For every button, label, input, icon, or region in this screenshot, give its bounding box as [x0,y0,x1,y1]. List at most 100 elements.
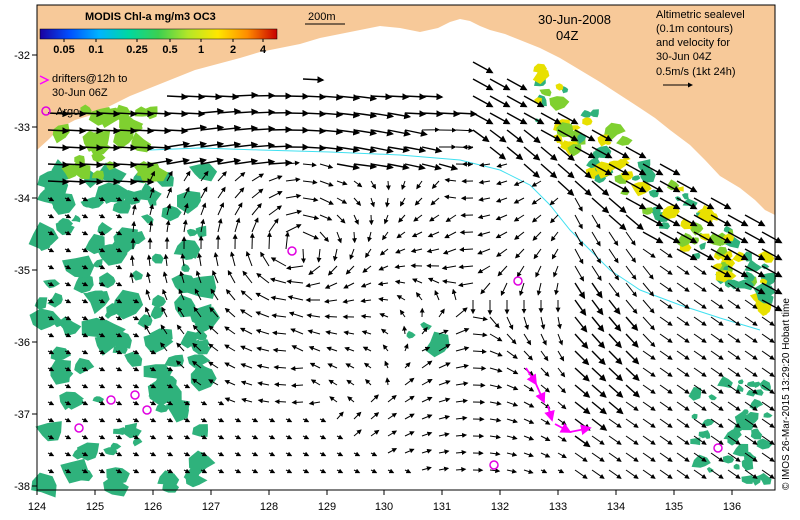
velocity-arrow [98,434,106,440]
velocity-arrow [727,248,749,261]
velocity-arrow [166,417,174,423]
velocity-arrow [64,196,72,202]
velocity-arrow [744,418,758,428]
velocity-arrow [149,366,157,372]
velocity-arrow [744,299,758,309]
velocity-arrow [290,328,304,335]
velocity-arrow [98,400,106,406]
velocity-arrow [693,282,707,292]
velocity-arrow [744,367,758,377]
velocity-arrow [285,417,293,423]
velocity-arrow [115,383,123,389]
velocity-arrow [64,264,72,270]
velocity-arrow [523,333,532,346]
info-line-3: and velocity for [656,37,730,49]
velocity-arrow [761,452,775,462]
velocity-arrow [727,333,741,343]
velocity-arrow [591,214,601,230]
velocity-arrow [191,378,202,386]
velocity-arrow [533,248,542,260]
velocity-arrow [642,197,664,210]
velocity-arrow [251,125,276,133]
velocity-arrow [166,141,191,149]
velocity-arrow [608,299,621,315]
velocity-arrow [319,110,344,118]
velocity-arrow [506,418,518,424]
velocity-arrow [81,161,104,169]
velocity-arrow [319,180,334,187]
chlorophyll-patch [577,133,586,144]
velocity-arrow [148,220,154,233]
velocity-arrow [336,180,348,186]
velocity-arrow [308,265,321,276]
velocity-arrow [478,196,491,202]
velocity-arrow [431,180,440,189]
velocity-arrow [166,186,172,199]
velocity-info: Altimetric sealevel (0.1m contours) and … [656,9,745,88]
velocity-arrow [455,449,467,455]
velocity-arrow [234,108,259,116]
velocity-arrow [47,161,70,169]
velocity-arrow [149,157,174,165]
velocity-arrow [225,289,236,301]
velocity-arrow [163,253,169,267]
velocity-arrow [160,324,168,335]
velocity-arrow [81,383,89,389]
velocity-arrow [162,271,168,284]
chlorophyll-patch [698,430,710,439]
velocity-arrow [98,315,106,321]
velocity-arrow [379,248,389,256]
velocity-arrow [183,202,189,216]
velocity-arrow [523,163,540,179]
velocity-arrow [489,333,503,342]
velocity-arrow [115,332,123,338]
lon-tick-label: 135 [665,501,683,513]
velocity-arrow [115,110,138,118]
chlorophyll-patch [91,151,106,163]
velocity-arrow [489,129,507,143]
velocity-arrow [761,299,783,312]
velocity-arrow [455,398,468,404]
velocity-arrow [284,231,290,250]
velocity-arrow [115,178,138,186]
velocity-arrow [286,279,304,285]
bathymetry-contour-200m [149,147,761,331]
velocity-arrow [183,417,191,423]
velocity-arrow [326,346,338,352]
velocity-arrow [176,324,185,335]
lat-tick-label: -35 [14,265,30,277]
velocity-arrow [47,366,55,372]
velocity-arrow [659,384,673,394]
velocity-arrow [404,146,427,154]
velocity-arrow [574,350,590,366]
velocity-arrow [404,362,411,369]
velocity-arrow [324,314,338,320]
velocity-arrow [384,360,390,369]
velocity-arrow [554,282,560,296]
velocity-arrow [234,187,245,199]
velocity-arrow [625,384,641,398]
chlorophyll-patch [194,321,213,333]
velocity-arrow [489,367,503,373]
velocity-arrow [523,95,545,108]
velocity-arrow [574,248,584,265]
velocity-arrow [608,146,630,159]
velocity-arrow [438,397,451,403]
velocity-arrow [676,265,690,275]
argo-float [142,405,152,415]
velocity-arrow [302,214,320,221]
velocity-arrow [659,265,673,275]
velocity-arrow [574,299,587,316]
velocity-arrow [496,248,508,257]
velocity-arrow [727,350,741,360]
velocity-arrow [659,452,673,462]
velocity-arrow [98,451,106,457]
velocity-arrow [574,401,591,415]
velocity-arrow [693,435,707,445]
velocity-arrow [115,144,138,152]
chlorophyll-patch [155,403,169,413]
velocity-arrow [47,451,55,457]
chlorophyll-patch [186,228,199,237]
velocity-arrow [81,366,89,372]
chlorophyll-patch [406,330,416,339]
